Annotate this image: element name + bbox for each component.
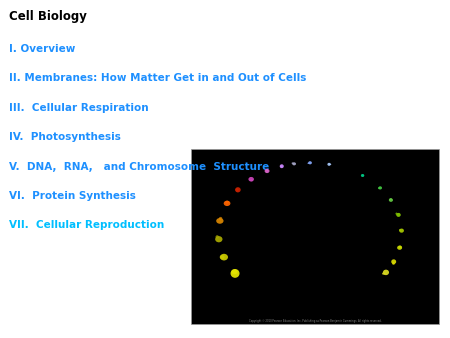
Ellipse shape: [265, 169, 270, 173]
Bar: [191, 149, 439, 324]
Ellipse shape: [329, 164, 331, 165]
Ellipse shape: [399, 245, 402, 248]
Text: Cell Biology: Cell Biology: [9, 10, 87, 23]
Text: IV.  Photosynthesis: IV. Photosynthesis: [9, 132, 121, 142]
Ellipse shape: [236, 188, 238, 192]
Ellipse shape: [328, 163, 331, 166]
Ellipse shape: [219, 217, 222, 220]
Ellipse shape: [389, 198, 392, 200]
Text: Copyright © 2010 Pearson Education, Inc. Publishing as Pearson Benjamin Cummings: Copyright © 2010 Pearson Education, Inc.…: [249, 319, 381, 323]
Ellipse shape: [280, 164, 284, 168]
Ellipse shape: [396, 213, 400, 217]
Ellipse shape: [363, 175, 364, 176]
Ellipse shape: [292, 162, 294, 164]
Ellipse shape: [225, 201, 229, 203]
Ellipse shape: [383, 270, 389, 275]
Ellipse shape: [216, 218, 224, 224]
Ellipse shape: [215, 236, 222, 242]
Ellipse shape: [391, 259, 396, 264]
Ellipse shape: [399, 229, 401, 231]
Text: II. Membranes: How Matter Get in and Out of Cells: II. Membranes: How Matter Get in and Out…: [9, 73, 306, 83]
Ellipse shape: [378, 186, 382, 190]
Ellipse shape: [382, 272, 386, 275]
Ellipse shape: [397, 246, 402, 250]
Ellipse shape: [292, 162, 296, 165]
Ellipse shape: [280, 165, 283, 168]
Text: III.  Cellular Respiration: III. Cellular Respiration: [9, 103, 148, 113]
Text: VI.  Protein Synthesis: VI. Protein Synthesis: [9, 191, 136, 201]
Ellipse shape: [378, 187, 380, 189]
Ellipse shape: [266, 169, 268, 172]
Ellipse shape: [361, 174, 364, 177]
Ellipse shape: [308, 161, 312, 164]
Text: V.  DNA,  RNA,   and Chromosome  Structure: V. DNA, RNA, and Chromosome Structure: [9, 162, 269, 172]
Ellipse shape: [396, 213, 398, 215]
Ellipse shape: [231, 269, 238, 274]
Ellipse shape: [220, 254, 228, 261]
Text: VII.  Cellular Reproduction: VII. Cellular Reproduction: [9, 220, 164, 231]
Ellipse shape: [216, 235, 219, 239]
Ellipse shape: [399, 228, 404, 233]
Ellipse shape: [248, 177, 254, 182]
Ellipse shape: [230, 269, 239, 278]
Ellipse shape: [389, 198, 393, 202]
Ellipse shape: [392, 262, 395, 265]
Ellipse shape: [307, 163, 310, 164]
Ellipse shape: [250, 179, 253, 181]
Ellipse shape: [220, 255, 225, 259]
Ellipse shape: [224, 201, 230, 206]
Ellipse shape: [235, 187, 241, 192]
Text: I. Overview: I. Overview: [9, 44, 76, 54]
